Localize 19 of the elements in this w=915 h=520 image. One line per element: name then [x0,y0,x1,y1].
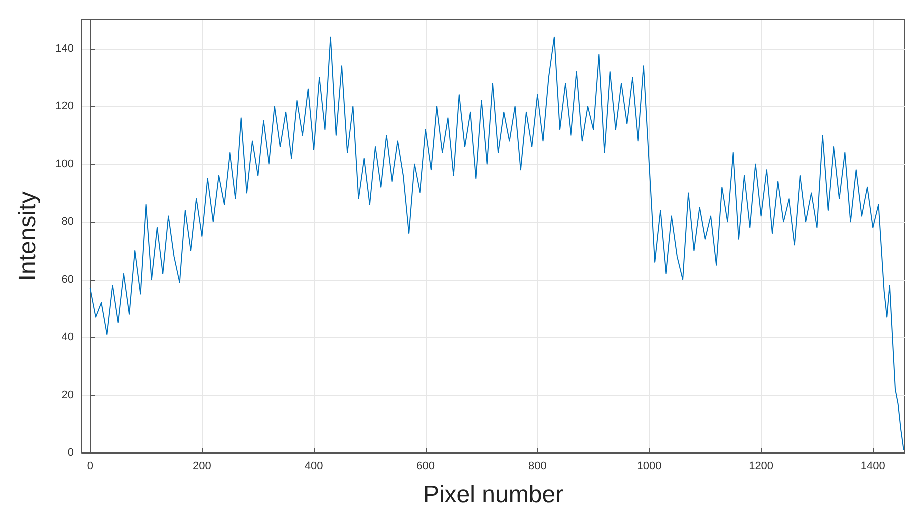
x-tick-label: 1400 [860,460,886,472]
y-tick-label: 20 [62,389,74,402]
y-tick-label: 100 [56,158,74,170]
y-tick-label: 120 [56,100,74,113]
x-axis-title: Pixel number [423,482,564,508]
x-tick-label: 1000 [637,460,662,472]
x-tick-label: 600 [416,460,436,472]
y-tick-label: 0 [68,447,74,459]
x-tick-label: 200 [193,460,212,472]
y-tick-label: 80 [62,216,74,228]
y-tick-label: 40 [62,332,74,344]
x-tick-label: 0 [87,460,94,472]
y-tick-label: 140 [56,42,74,55]
line-series [90,36,904,451]
x-tick-label: 800 [528,460,547,472]
y-axis-title: Intensity [14,192,42,282]
x-tick-label: 400 [304,460,324,472]
y-tick-label: 60 [62,274,74,286]
x-tick-label: 1200 [749,460,774,472]
